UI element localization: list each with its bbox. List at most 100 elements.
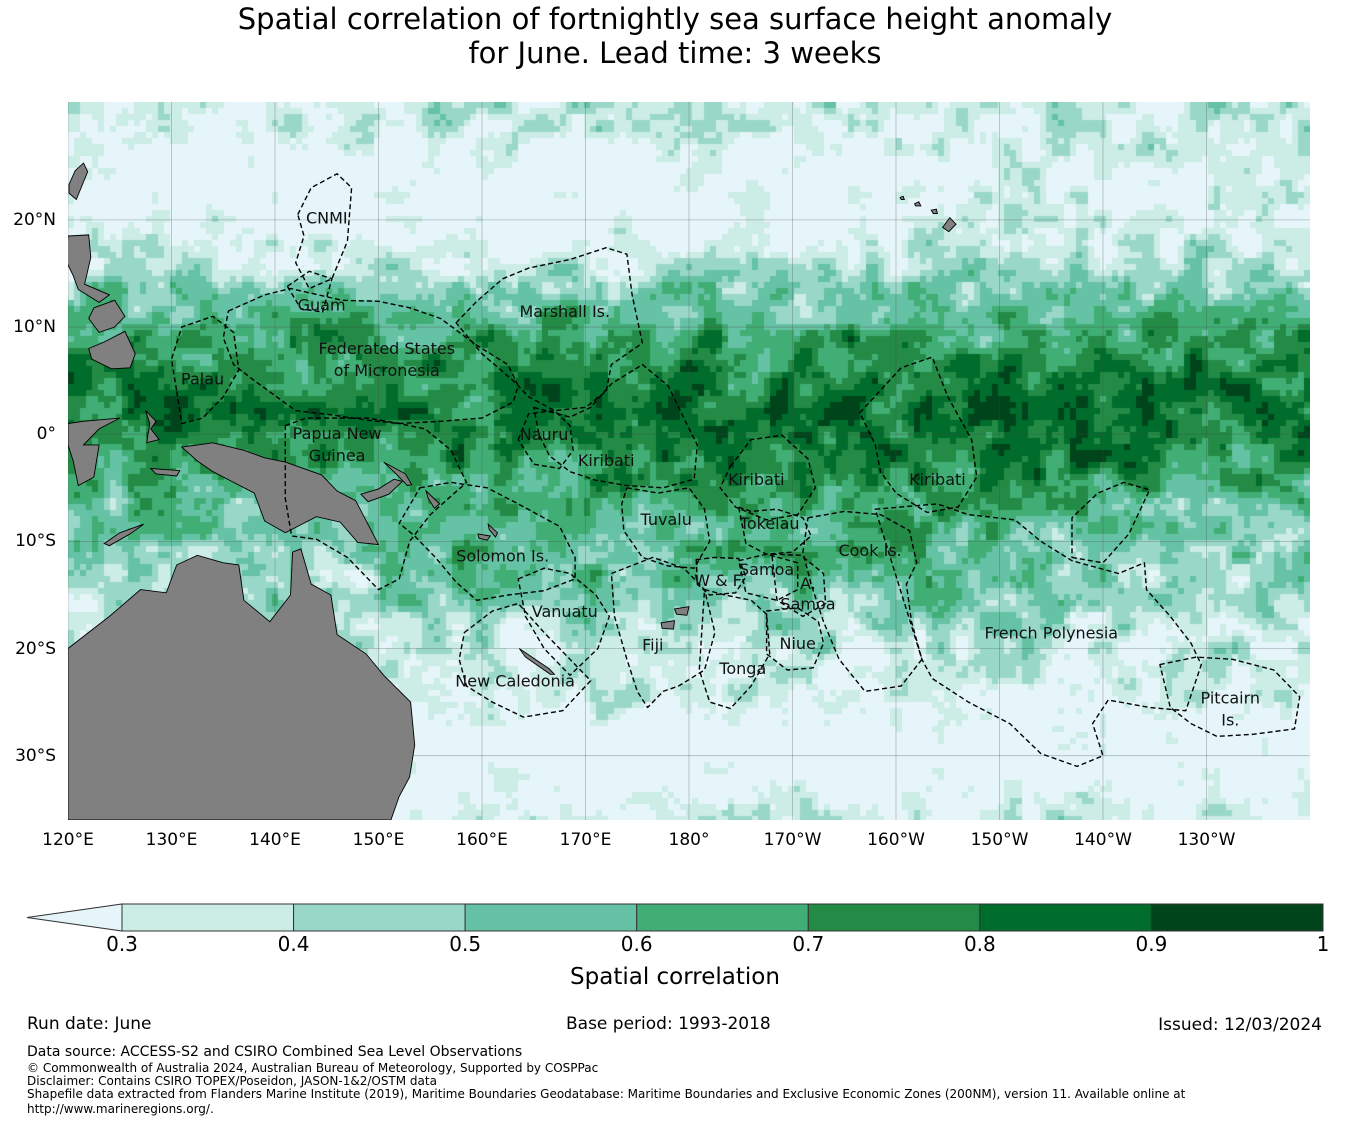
region-label: Solomon Is. [456,546,549,565]
australia-landmass [68,548,416,820]
region-label: CNMI [306,209,348,228]
region-label: Marshall Is. [520,302,611,321]
chart-title-line1: Spatial correlation of fortnightly sea s… [237,2,1113,36]
halmahera-island [145,410,160,444]
source-url[interactable]: http://www.marineregions.org/. [27,1102,214,1116]
philippines-luzon [68,234,111,303]
eez-solomon [398,481,576,601]
region-label: French Polynesia [984,624,1118,643]
colorbar-tick-label: 0.3 [106,932,138,956]
latitude-tick-label: 10°S [15,531,56,552]
oahu-island [913,201,922,207]
colorbar-title: Spatial correlation [570,964,780,990]
longitude-tick-label: 120°E [42,830,94,850]
longitude-tick-label: 160°W [867,830,925,850]
colorbar-segment [636,903,809,932]
eez-pitcairn [1159,656,1301,738]
eez-kiribati-gilbert [533,363,698,489]
eez-tonga [698,588,771,710]
new-guinea-landmass [180,442,380,546]
shapefile-credit: Shapefile data extracted from Flanders M… [27,1087,1186,1101]
eez-guam [286,270,333,313]
longitude-tick-label: 150°W [970,830,1029,850]
colorbar-tick-label: 0.7 [792,932,825,956]
region-label: Tokelau [739,514,800,533]
region-label: Samoa [780,595,835,614]
colorbar-segment [979,903,1152,932]
eez-french-polynesia [874,503,1203,768]
region-label: Samoa [739,560,794,579]
region-label: Cook Is. [838,541,901,560]
region-label: Tonga [718,659,766,678]
colorbar-segment [807,903,981,932]
malaita-island [487,522,499,538]
region-label: Kiribati [728,470,785,489]
eez-marquesas-bulge [1071,481,1151,564]
region-label: A. [800,574,816,593]
colorbar-segment [1150,903,1324,932]
eez-kiribati-phoenix [719,434,816,521]
longitude-tick-label: 150°E [352,830,405,850]
region-labels: CNMI Guam Marshall Is. Federated States of M… [181,209,1260,730]
region-label: Federated States of Micronesia [318,339,455,380]
region-label: Fiji [642,635,663,654]
longitude-tick-label: 130°W [1177,830,1236,850]
eez-boundaries [170,173,1301,768]
colorbar-tick-label: 0.8 [963,932,996,956]
colorbar-tick-label: 0.4 [277,932,310,956]
data-source: Data source: ACCESS-S2 and CSIRO Combine… [27,1044,523,1060]
map-overlay: CNMI Guam Marshall Is. Federated States of M… [68,102,1310,820]
colorbar-tick-label: 0.6 [620,932,653,956]
philippines-mindanao [88,330,136,370]
timor-island [103,523,144,547]
sulawesi-island [68,417,121,487]
eez-vanuatu [517,567,610,676]
eez-tokelau [738,506,812,555]
eez-new-caledonia [458,602,592,718]
eez-samoa [738,553,799,601]
eez-nauru [517,409,574,470]
colorbar-tick-label: 0.5 [449,932,482,956]
region-label: Pitcairn Is. [1201,689,1261,730]
eez-american-samoa [771,553,827,618]
disclaimer: Disclaimer: Contains CSIRO TOPEX/Poseido… [27,1074,437,1088]
eez-fiji [610,556,716,709]
seram-island [149,467,181,477]
longitude-tick-label: 130°E [145,830,198,850]
colorbar-under-triangle [26,903,123,932]
eez-wallis-futuna [695,556,747,596]
region-label: Kiribati [909,470,966,489]
taiwan-island [68,162,89,201]
eez-kiribati-line [859,356,978,514]
issued-date: Issued: 12/03/2024 [1158,1015,1322,1035]
copyright: © Commonwealth of Australia 2024, Austra… [27,1061,599,1075]
longitude-tick-label: 160°E [456,830,508,850]
latitude-tick-label: 20°N [13,209,56,230]
eez-png [284,417,468,591]
map-panel[interactable]: CNMI Guam Marshall Is. Federated States of M… [68,102,1310,820]
eez-tuvalu [621,487,711,569]
region-label: New Caledonia [455,672,575,691]
latitude-tick-label: 10°N [13,317,56,338]
new-caledonia-island [518,648,556,675]
latitude-tick-label: 20°S [15,638,56,659]
latitude-tick-label: 0° [36,424,56,445]
eez-niue [765,607,825,671]
region-label: W & F [694,571,742,590]
longitude-tick-label: 170°E [559,830,612,850]
base-period: Base period: 1993-2018 [566,1014,771,1034]
eez-marshall [455,246,644,412]
region-label: Tuvalu [640,510,692,529]
region-label: Niue [779,634,815,653]
viti-levu-island [660,620,676,630]
region-label: Guam [298,296,346,315]
kauai-island [899,195,905,200]
eez-cook [802,510,923,693]
colorbar-segment [293,903,466,932]
philippines-visayas [88,299,126,333]
longitude-tick-label: 170°W [763,830,822,850]
chart-title: Spatial correlation of fortnightly sea s… [0,2,1350,70]
eez-cnmi [294,173,353,290]
region-label: Vanuatu [532,602,598,621]
longitude-tick-label: 140°W [1074,830,1132,850]
